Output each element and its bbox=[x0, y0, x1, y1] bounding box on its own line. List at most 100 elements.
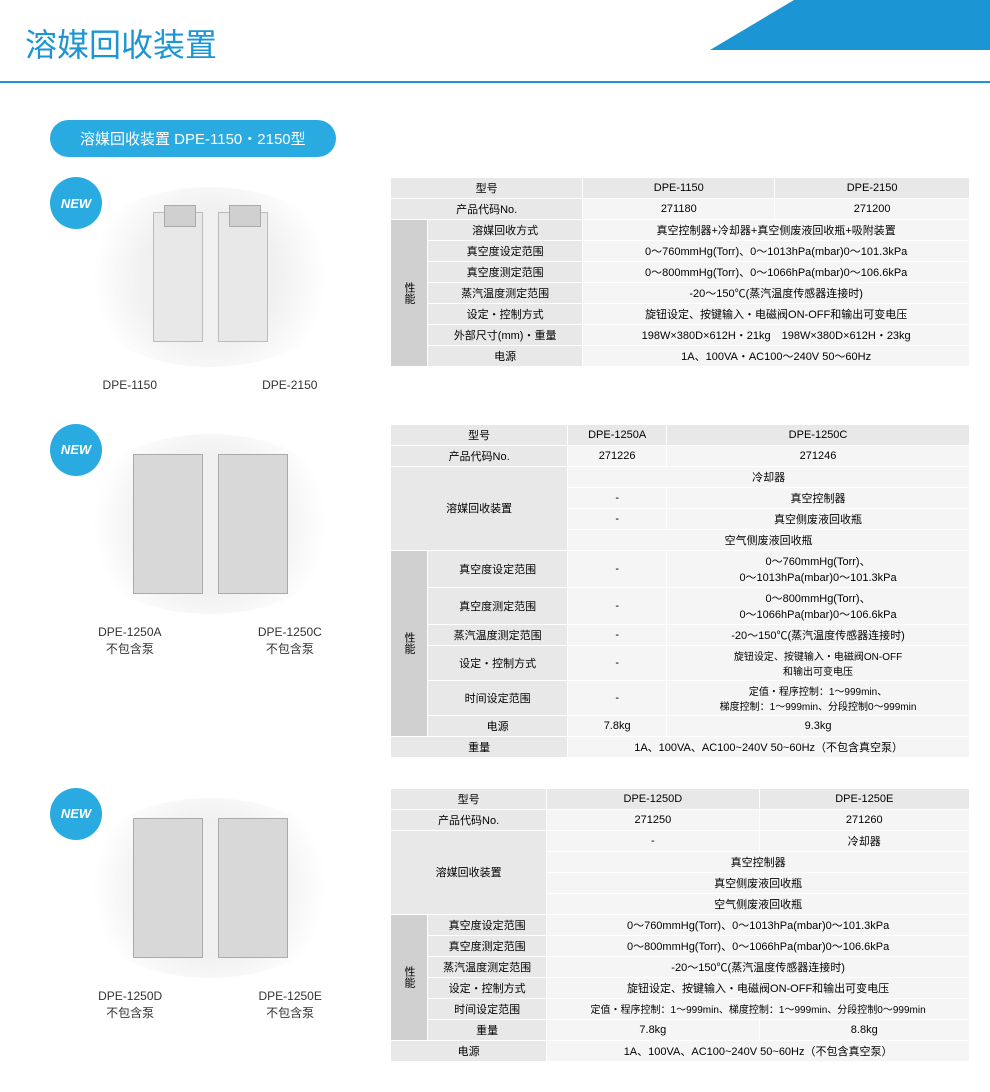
device-icon bbox=[133, 454, 203, 594]
cell-label: 产品代码No. bbox=[391, 809, 547, 830]
section-2: NEW DPE-1250A不包含泵 DPE-1250C不包含泵 型号 DPE-1… bbox=[50, 424, 970, 758]
cell-model: DPE-1250E bbox=[759, 788, 969, 809]
cell-label: 真空度设定范围 bbox=[428, 914, 547, 935]
cell-label: 产品代码No. bbox=[391, 445, 568, 466]
cell-value: 271260 bbox=[759, 809, 969, 830]
cell-value: - bbox=[568, 508, 667, 529]
product-column-2: NEW DPE-1250A不包含泵 DPE-1250C不包含泵 bbox=[50, 424, 370, 758]
cell-value: 271246 bbox=[667, 445, 970, 466]
product-labels-3: DPE-1250D不包含泵 DPE-1250E不包含泵 bbox=[50, 988, 370, 1022]
cell-label: 真空度设定范围 bbox=[428, 241, 583, 262]
cell-label: 蒸汽温度测定范围 bbox=[428, 283, 583, 304]
cell-value: 7.8kg bbox=[568, 715, 667, 736]
cell-label: 外部尺寸(mm)・重量 bbox=[428, 325, 583, 346]
cell-label: 产品代码No. bbox=[391, 199, 583, 220]
product-name: DPE-1250C不包含泵 bbox=[258, 624, 322, 658]
cell-label: 设定・控制方式 bbox=[428, 304, 583, 325]
cell-value: 真空控制器 bbox=[547, 851, 970, 872]
cell-value: 198W×380D×612H・21kg 198W×380D×612H・23kg bbox=[583, 325, 970, 346]
page-header: 溶媒回收装置 bbox=[0, 0, 990, 80]
cell-value: - bbox=[568, 645, 667, 680]
device-icon bbox=[218, 454, 288, 594]
cell-value: - bbox=[568, 550, 667, 587]
cell-value: 空气侧废液回收瓶 bbox=[547, 893, 970, 914]
cell-perf-label: 性能 bbox=[391, 220, 428, 367]
product-column-3: NEW DPE-1250D不包含泵 DPE-1250E不包含泵 bbox=[50, 788, 370, 1062]
cell-label: 时间设定范围 bbox=[428, 998, 547, 1019]
cell-perf-label: 性能 bbox=[391, 550, 428, 736]
cell-label: 电源 bbox=[428, 346, 583, 367]
cell-value: 冷却器 bbox=[759, 830, 969, 851]
cell-label: 重量 bbox=[391, 736, 568, 757]
cell-value: 271180 bbox=[583, 199, 775, 220]
cell-label: 溶媒回收装置 bbox=[391, 830, 547, 914]
cell-label: 设定・控制方式 bbox=[428, 977, 547, 998]
cell-value: 1A、100VA・AC100～240V 50～60Hz bbox=[583, 346, 970, 367]
cell-value: 旋钮设定、按键输入・电磁阀ON-OFF和输出可变电压 bbox=[547, 977, 970, 998]
cell-label: 真空度测定范围 bbox=[428, 935, 547, 956]
cell-value: - bbox=[568, 680, 667, 715]
cell-value: 7.8kg bbox=[547, 1019, 759, 1040]
device-icon bbox=[153, 212, 203, 342]
cell-label: 电源 bbox=[391, 1040, 547, 1061]
section-3: NEW DPE-1250D不包含泵 DPE-1250E不包含泵 型号 DPE-1… bbox=[50, 788, 970, 1062]
cell-label: 真空度测定范围 bbox=[428, 262, 583, 283]
cell-model: DPE-2150 bbox=[775, 178, 970, 199]
cell-label: 真空度测定范围 bbox=[428, 587, 568, 624]
cell-value: 真空侧废液回收瓶 bbox=[667, 508, 970, 529]
cell-value: 0～760mmHg(Torr)、0～1013hPa(mbar)0～101.3kP… bbox=[583, 241, 970, 262]
product-name: DPE-1250A不包含泵 bbox=[98, 624, 161, 658]
cell-label: 时间设定范围 bbox=[428, 680, 568, 715]
cell-perf-label: 性能 bbox=[391, 914, 428, 1040]
product-image-1 bbox=[70, 187, 350, 367]
device-icon bbox=[218, 818, 288, 958]
product-name: DPE-1250E不包含泵 bbox=[258, 988, 321, 1022]
cell-label: 型号 bbox=[391, 788, 547, 809]
cell-value: 冷却器 bbox=[568, 466, 970, 487]
cell-value: 271200 bbox=[775, 199, 970, 220]
cell-value: 真空控制器+冷却器+真空侧废液回收瓶+吸附装置 bbox=[583, 220, 970, 241]
device-icon bbox=[218, 212, 268, 342]
cell-value: - bbox=[568, 487, 667, 508]
cell-value: - bbox=[568, 587, 667, 624]
cell-value: 1A、100VA、AC100~240V 50~60Hz（不包含真空泵） bbox=[547, 1040, 970, 1061]
new-badge-icon: NEW bbox=[50, 788, 102, 840]
cell-label: 溶媒回收装置 bbox=[391, 466, 568, 550]
cell-value: - bbox=[568, 624, 667, 645]
cell-model: DPE-1250C bbox=[667, 424, 970, 445]
new-badge-icon: NEW bbox=[50, 424, 102, 476]
cell-label: 蒸汽温度测定范围 bbox=[428, 624, 568, 645]
device-icon bbox=[133, 818, 203, 958]
cell-value: 定值・程序控制：1～999min、梯度控制：1～999min、分段控制0～999… bbox=[547, 998, 970, 1019]
cell-value: 真空控制器 bbox=[667, 487, 970, 508]
product-name: DPE-1250D不包含泵 bbox=[98, 988, 162, 1022]
product-name: DPE-2150 bbox=[262, 377, 317, 394]
cell-label: 型号 bbox=[391, 178, 583, 199]
cell-value: 旋钮设定、按键输入・电磁阀ON-OFF和输出可变电压 bbox=[583, 304, 970, 325]
product-labels-2: DPE-1250A不包含泵 DPE-1250C不包含泵 bbox=[50, 624, 370, 658]
spec-column-3: 型号 DPE-1250D DPE-1250E 产品代码No. 271250 27… bbox=[390, 788, 970, 1062]
section-1: NEW DPE-1150 DPE-2150 型号 DPE-1150 DPE-21… bbox=[50, 177, 970, 394]
cell-label: 设定・控制方式 bbox=[428, 645, 568, 680]
spec-table-2: 型号 DPE-1250A DPE-1250C 产品代码No. 271226 27… bbox=[390, 424, 970, 758]
spec-column-1: 型号 DPE-1150 DPE-2150 产品代码No. 271180 2712… bbox=[390, 177, 970, 394]
cell-label: 溶媒回收方式 bbox=[428, 220, 583, 241]
cell-value: -20～150℃(蒸汽温度传感器连接时) bbox=[667, 624, 970, 645]
cell-value: 271226 bbox=[568, 445, 667, 466]
cell-value: 0～800mmHg(Torr)、0～1066hPa(mbar)0～106.6kP… bbox=[547, 935, 970, 956]
cell-label: 重量 bbox=[428, 1019, 547, 1040]
cell-value: -20～150℃(蒸汽温度传感器连接时) bbox=[547, 956, 970, 977]
cell-value: 8.8kg bbox=[759, 1019, 969, 1040]
header-line bbox=[0, 81, 990, 83]
product-image-2 bbox=[70, 434, 350, 614]
product-column-1: NEW DPE-1150 DPE-2150 bbox=[50, 177, 370, 394]
spec-column-2: 型号 DPE-1250A DPE-1250C 产品代码No. 271226 27… bbox=[390, 424, 970, 758]
cell-value: 1A、100VA、AC100~240V 50~60Hz（不包含真空泵） bbox=[568, 736, 970, 757]
cell-label: 蒸汽温度测定范围 bbox=[428, 956, 547, 977]
cell-value: 0～800mmHg(Torr)、0～1066hPa(mbar)0～106.6kP… bbox=[583, 262, 970, 283]
cell-model: DPE-1250D bbox=[547, 788, 759, 809]
cell-value: 空气侧废液回收瓶 bbox=[568, 529, 970, 550]
cell-value: 9.3kg bbox=[667, 715, 970, 736]
new-badge-icon: NEW bbox=[50, 177, 102, 229]
cell-label: 电源 bbox=[428, 715, 568, 736]
